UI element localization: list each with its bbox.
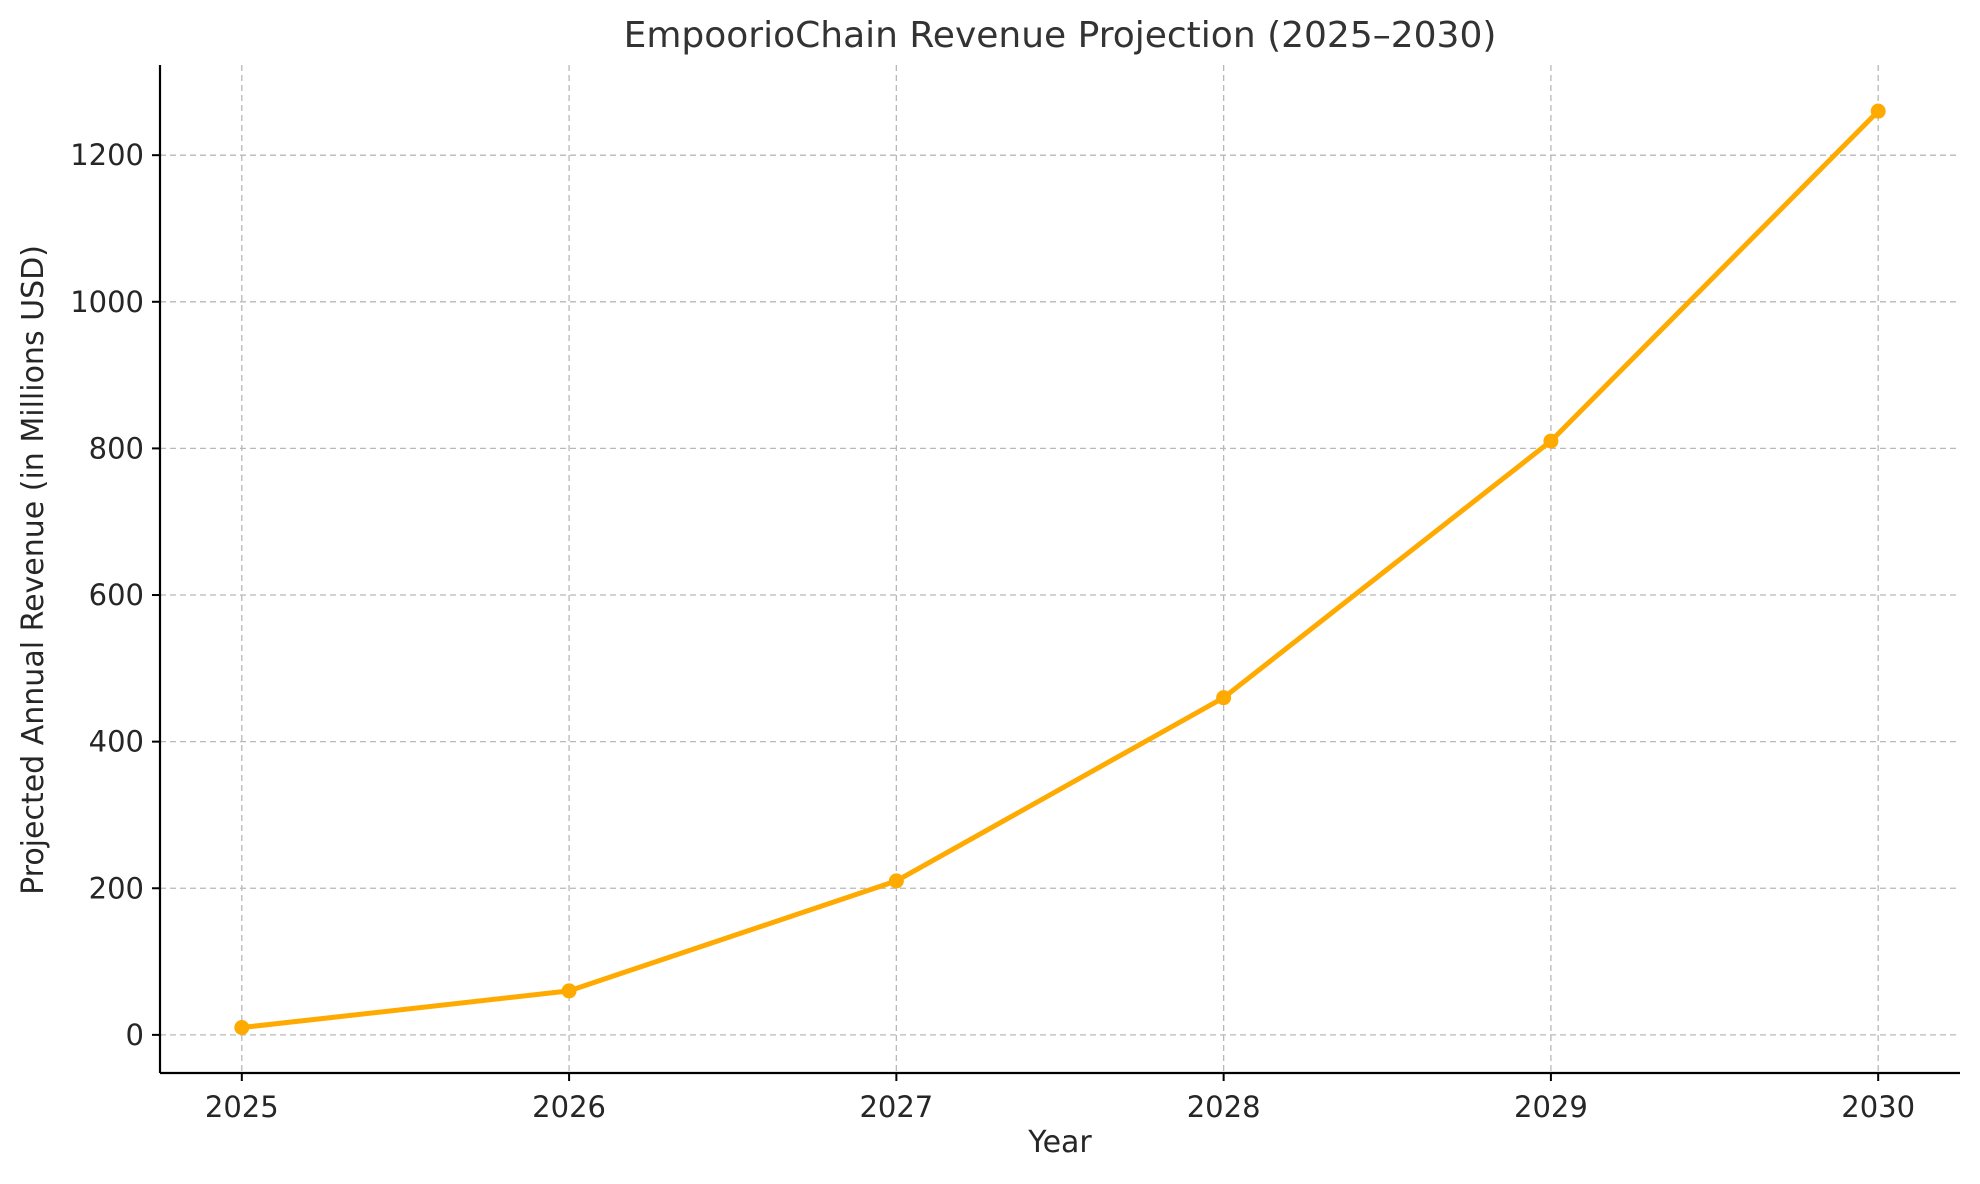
x-tick-label: 2028 xyxy=(1187,1090,1261,1124)
data-point xyxy=(888,873,904,889)
y-tick-label: 1000 xyxy=(70,285,144,319)
x-tick-label: 2026 xyxy=(532,1090,606,1124)
chart-title: EmpoorioChain Revenue Projection (2025–2… xyxy=(624,15,1497,56)
y-axis-label: Projected Annual Revenue (in Millions US… xyxy=(16,245,51,895)
series xyxy=(234,103,1886,1036)
series-line xyxy=(239,108,1881,1031)
data-point xyxy=(561,983,577,999)
data-point xyxy=(1870,103,1886,119)
x-tick-label: 2030 xyxy=(1841,1090,1915,1124)
x-tick-label: 2025 xyxy=(205,1090,279,1124)
grid xyxy=(160,65,1960,1073)
data-point xyxy=(234,1020,250,1036)
x-axis-label: Year xyxy=(1027,1125,1092,1160)
y-tick-label: 200 xyxy=(89,871,144,905)
y-tick-label: 800 xyxy=(89,431,144,465)
y-tick-label: 1200 xyxy=(70,138,144,172)
ticks: 2025 2026 2027 2028 2029 2030 0 200 400 600 800 100… xyxy=(70,138,1915,1124)
x-tick-label: 2029 xyxy=(1514,1090,1588,1124)
data-point xyxy=(1216,690,1232,706)
x-tick-label: 2027 xyxy=(859,1090,933,1124)
axes xyxy=(158,65,1960,1075)
y-tick-label: 600 xyxy=(89,578,144,612)
data-point xyxy=(1543,433,1559,449)
y-tick-label: 400 xyxy=(89,725,144,759)
y-tick-label: 0 xyxy=(126,1018,144,1052)
